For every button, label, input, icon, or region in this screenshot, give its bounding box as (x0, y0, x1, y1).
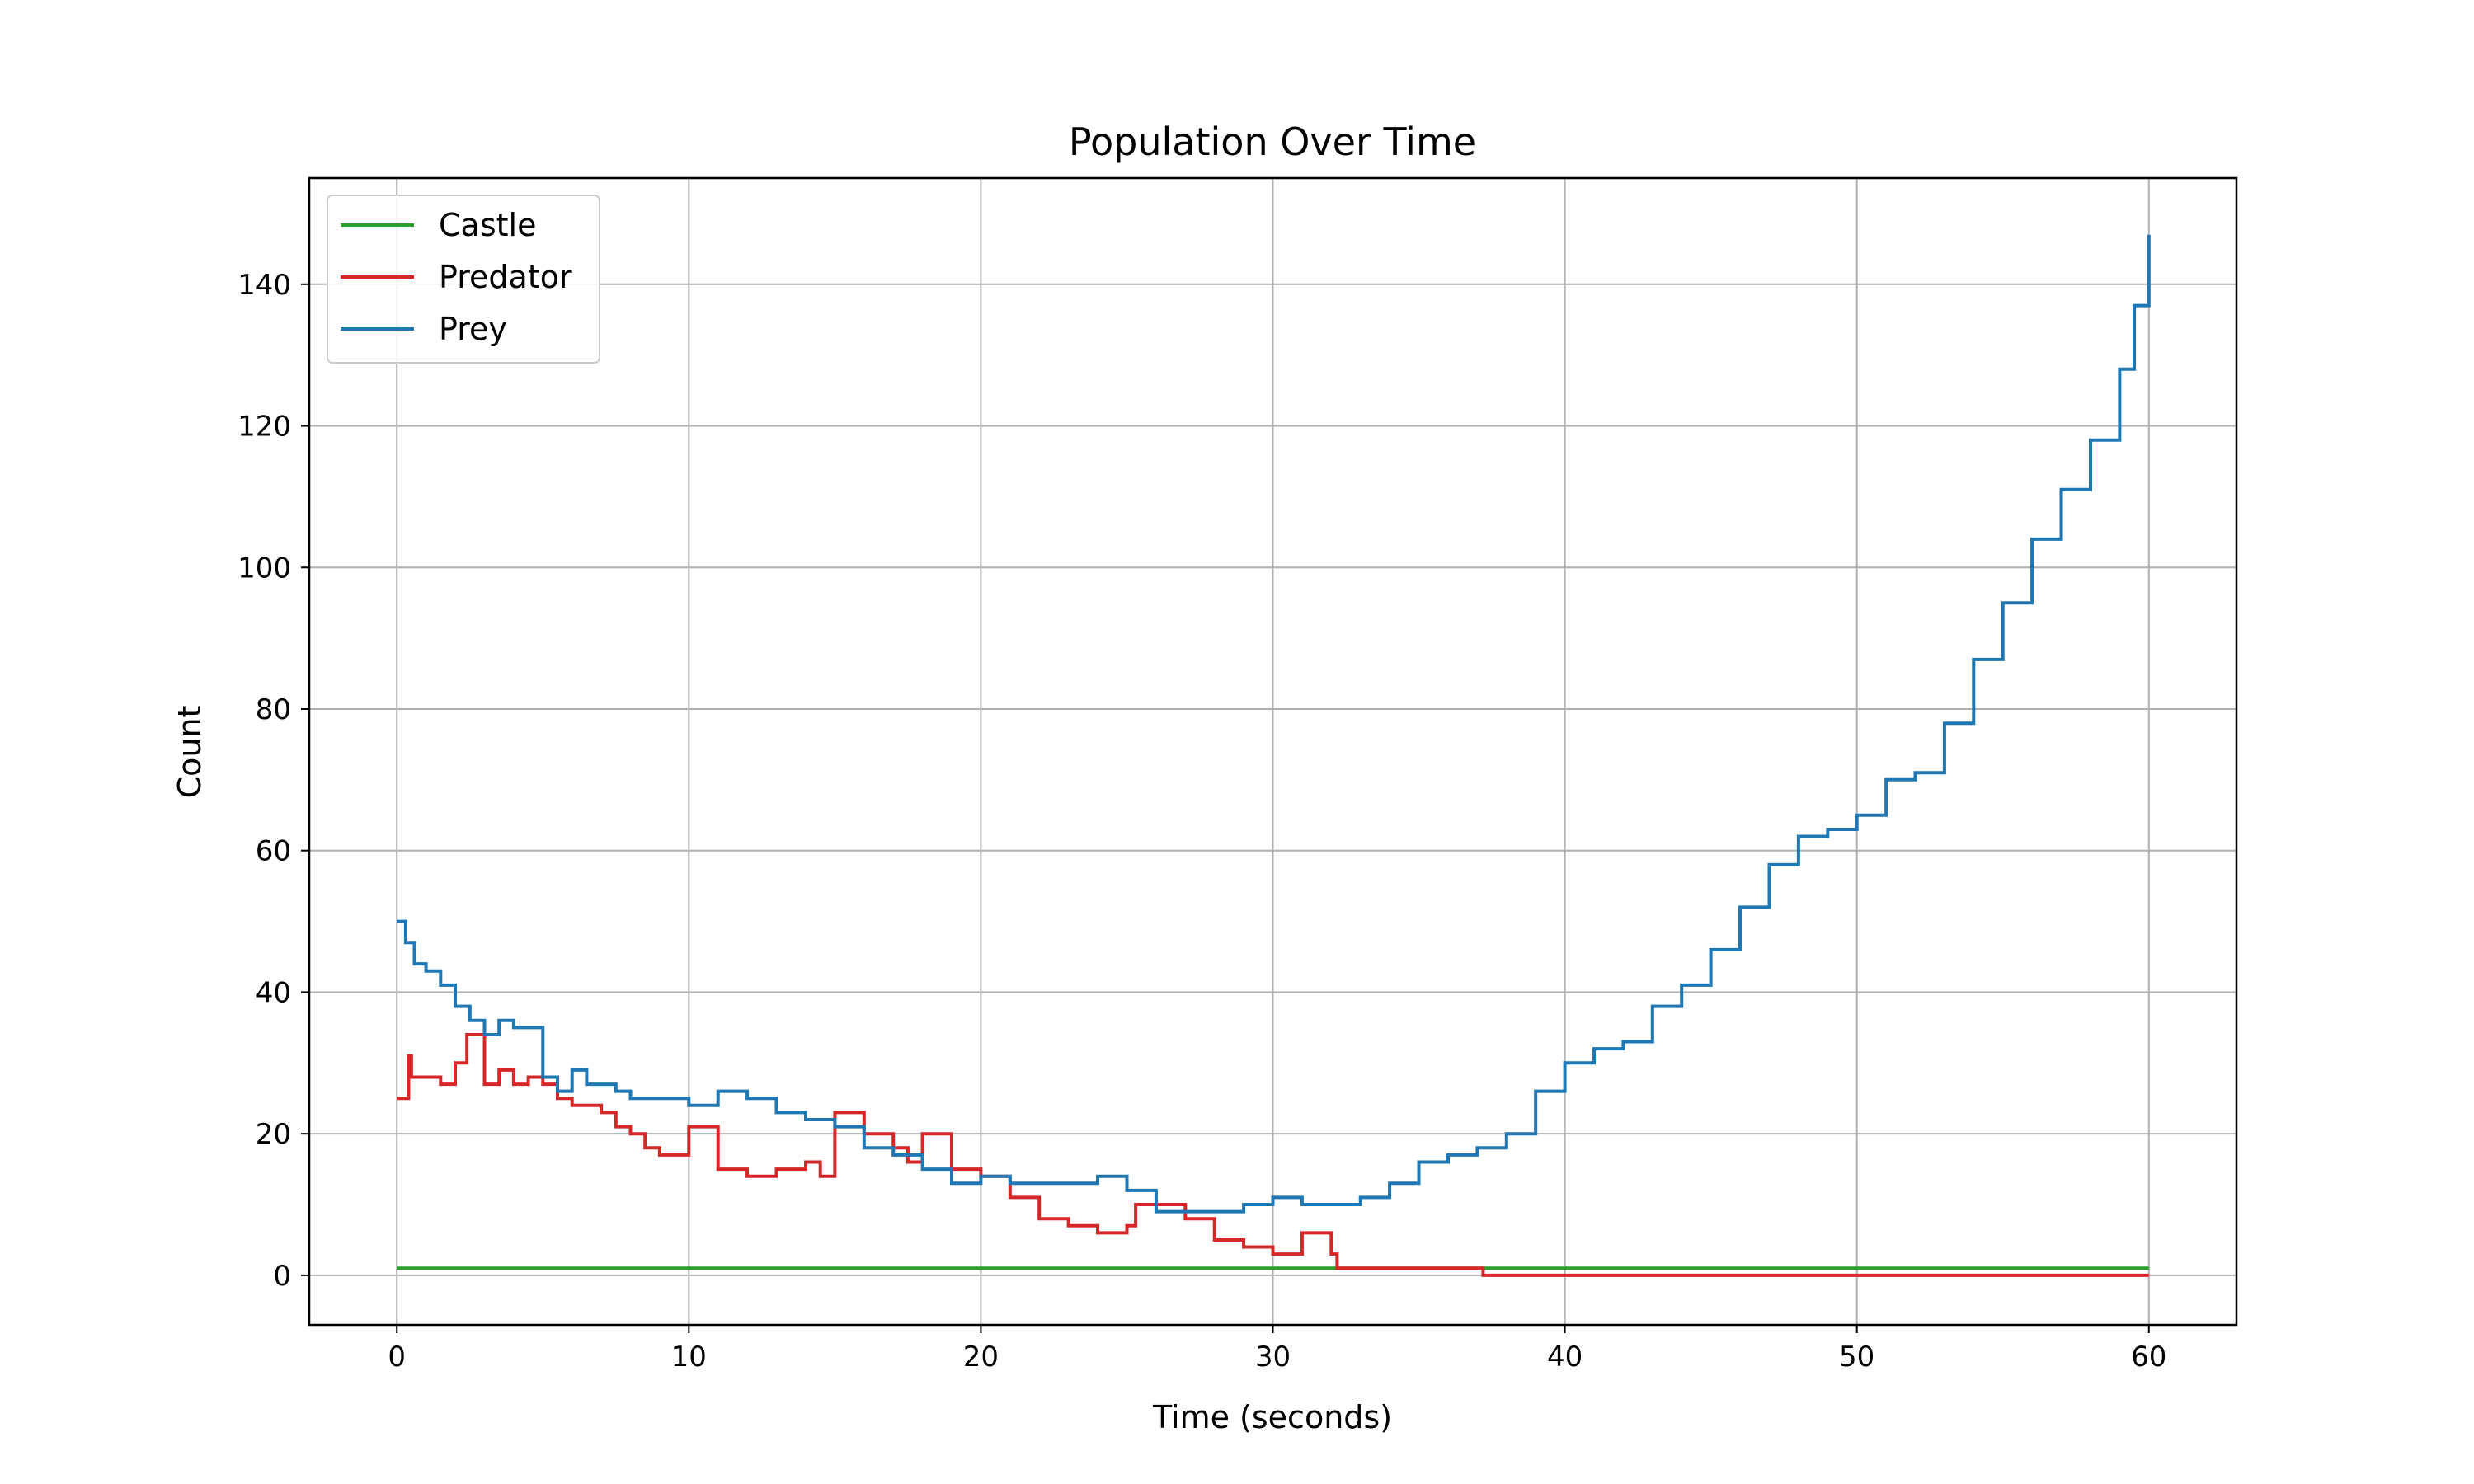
legend: Castle Predator Prey (327, 195, 600, 364)
series-line-predator (397, 1033, 2149, 1277)
chart-title: Population Over Time (1069, 120, 1476, 164)
legend-label-prey: Prey (439, 311, 507, 347)
x-tick-label: 10 (671, 1341, 707, 1374)
y-tick-label: 120 (238, 411, 291, 444)
axis-ticks: 0 10 20 30 40 50 60 0 20 40 60 80 100 120 140 (238, 269, 2166, 1374)
x-tick-label: 0 (388, 1341, 406, 1374)
series-line-prey (397, 234, 2151, 1214)
x-tick-label: 20 (963, 1341, 999, 1374)
y-tick-label: 40 (256, 976, 291, 1009)
legend-label-castle: Castle (439, 207, 536, 243)
x-tick-label: 50 (1839, 1341, 1874, 1374)
legend-label-predator: Predator (439, 259, 572, 295)
x-axis-label: Time (seconds) (1152, 1399, 1392, 1435)
x-tick-label: 40 (1547, 1341, 1583, 1374)
y-tick-label: 80 (256, 693, 291, 726)
y-tick-label: 60 (256, 835, 291, 868)
x-tick-label: 30 (1255, 1341, 1291, 1374)
legend-box (327, 195, 600, 364)
y-tick-label: 140 (238, 269, 291, 302)
y-tick-label: 100 (238, 552, 291, 585)
y-axis-label: Count (172, 706, 208, 799)
y-tick-label: 20 (256, 1118, 291, 1151)
series-lines (397, 234, 2151, 1277)
y-tick-label: 0 (273, 1260, 291, 1293)
x-tick-label: 60 (2131, 1341, 2166, 1374)
